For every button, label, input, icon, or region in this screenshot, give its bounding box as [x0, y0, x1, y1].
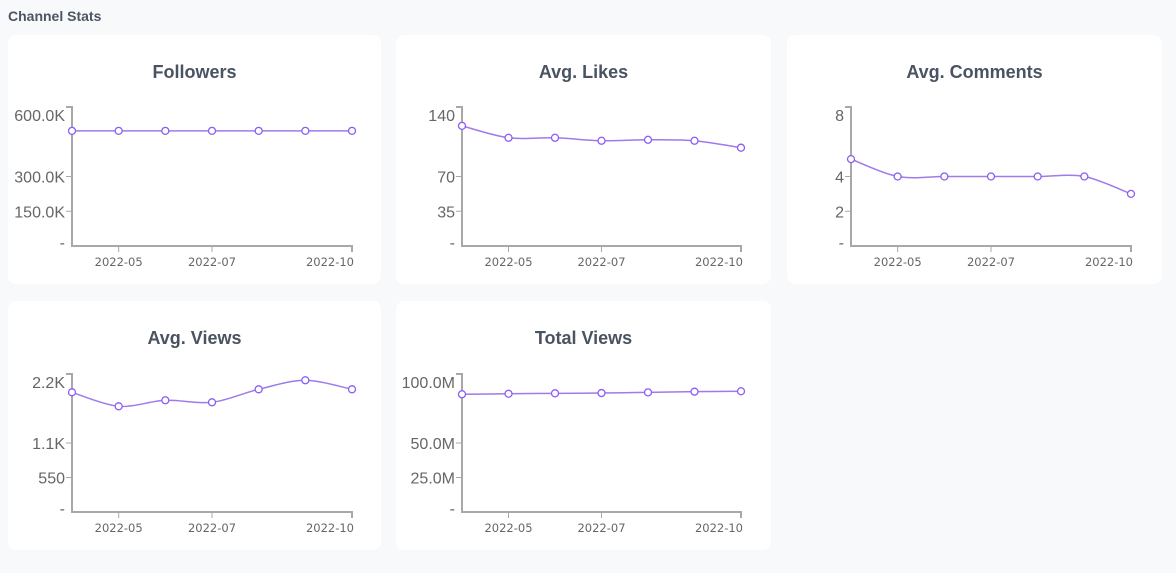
- y-tick-label: 2.2K: [32, 375, 65, 392]
- data-point: [597, 136, 606, 145]
- total-views-chart-card: Total Views - 25.0M 50.0M 100.0M 2022-05 2022…: [396, 301, 771, 550]
- chart-title: Avg. Comments: [906, 62, 1043, 82]
- data-point: [254, 385, 263, 394]
- data-point: [736, 387, 746, 396]
- y-tick-label: -: [450, 235, 455, 252]
- axis-line: [456, 106, 742, 252]
- x-tick-label: 2022-05: [95, 255, 143, 269]
- avg-comments-chart: - 2 4 8 2022-05 2022-07 2022-10: [835, 106, 1136, 269]
- x-tick-label: 2022-05: [95, 521, 143, 535]
- y-tick-label: -: [839, 235, 844, 252]
- data-point: [67, 388, 77, 397]
- data-point: [504, 133, 513, 142]
- data-point: [207, 126, 217, 136]
- y-tick-label: 35: [437, 204, 455, 221]
- x-tick-label: 2022-07: [577, 255, 625, 269]
- data-point: [690, 387, 699, 396]
- y-tick-label: 1.1K: [32, 436, 65, 453]
- avg-views-chart: - 550 1.1K 2.2K 2022-05 2022-07 2022-10: [32, 373, 357, 535]
- x-tick-label: 2022-07: [188, 255, 236, 269]
- data-point: [457, 121, 467, 131]
- y-tick-label: -: [60, 235, 65, 252]
- data-point: [207, 398, 217, 407]
- y-tick-label: -: [60, 501, 65, 518]
- followers-chart-card: Followers - 150.0K 300.0K 600.0K 2022-05 2022…: [8, 35, 381, 284]
- chart-title: Total Views: [534, 328, 633, 348]
- data-point: [1033, 172, 1042, 181]
- data-point: [550, 133, 560, 142]
- y-tick-label: 50.0M: [411, 436, 455, 453]
- data-point: [301, 126, 310, 136]
- data-point: [736, 143, 746, 152]
- data-point: [846, 154, 856, 164]
- data-point: [1126, 189, 1136, 199]
- axis-line: [845, 106, 1132, 252]
- data-point: [893, 172, 902, 181]
- chart-title: Avg. Likes: [538, 62, 629, 82]
- data-point: [1080, 172, 1089, 181]
- avg-views-chart-card: Avg. Views - 550 1.1K 2.2K 2022-05 2022-07 202…: [8, 301, 381, 550]
- avg-likes-chart-card: Avg. Likes - 35 70 140 2022-05 2022-07 2022-10: [396, 35, 771, 284]
- data-point: [161, 126, 170, 136]
- followers-chart: - 150.0K 300.0K 600.0K 2022-05 2022-07 2022-10: [14, 106, 357, 269]
- data-point: [67, 126, 77, 136]
- section-title: Channel Stats: [8, 8, 102, 24]
- data-point: [643, 135, 653, 144]
- y-tick-label: 300.0K: [14, 170, 65, 187]
- data-point: [347, 126, 357, 136]
- data-point: [550, 389, 560, 398]
- data-point: [643, 388, 653, 397]
- y-tick-label: 140: [428, 108, 455, 125]
- y-tick-label: -: [450, 501, 455, 518]
- y-tick-label: 100.0M: [402, 375, 455, 392]
- y-tick-label: 4: [835, 170, 844, 187]
- x-tick-label: 2022-07: [967, 255, 1015, 269]
- y-tick-label: 2: [835, 204, 844, 221]
- y-tick-label: 600.0K: [14, 108, 65, 125]
- y-tick-label: 550: [38, 471, 65, 488]
- data-point: [504, 389, 513, 398]
- data-point: [254, 126, 263, 136]
- x-tick-label: 2022-07: [188, 521, 236, 535]
- x-tick-label: 2022-10: [695, 521, 743, 535]
- data-point: [457, 390, 467, 399]
- data-point: [940, 172, 949, 181]
- x-tick-label: 2022-05: [484, 521, 532, 535]
- y-tick-label: 8: [835, 108, 844, 125]
- x-tick-label: 2022-05: [874, 255, 922, 269]
- data-point: [114, 126, 123, 136]
- data-point: [986, 172, 996, 181]
- x-tick-label: 2022-07: [577, 521, 625, 535]
- y-tick-label: 25.0M: [411, 471, 455, 488]
- x-tick-label: 2022-10: [695, 255, 743, 269]
- y-tick-label: 150.0K: [14, 204, 65, 221]
- total-views-chart: - 25.0M 50.0M 100.0M 2022-05 2022-07 2022-10: [402, 373, 746, 535]
- data-point: [597, 388, 606, 398]
- axis-line: [66, 373, 353, 518]
- y-tick-label: 70: [437, 170, 455, 187]
- data-point: [161, 396, 170, 405]
- data-point: [690, 136, 699, 145]
- x-tick-label: 2022-05: [484, 255, 532, 269]
- chart-title: Followers: [152, 62, 237, 82]
- x-tick-label: 2022-10: [306, 521, 354, 535]
- data-point: [301, 376, 310, 385]
- avg-likes-chart: - 35 70 140 2022-05 2022-07 2022-10: [428, 106, 746, 269]
- data-point: [347, 385, 357, 394]
- x-tick-label: 2022-10: [306, 255, 354, 269]
- chart-title: Avg. Views: [147, 328, 242, 348]
- avg-comments-chart-card: Avg. Comments - 2 4 8 2022-05 2022-07 2022-10: [787, 35, 1162, 284]
- x-tick-label: 2022-10: [1085, 255, 1133, 269]
- data-point: [114, 402, 123, 411]
